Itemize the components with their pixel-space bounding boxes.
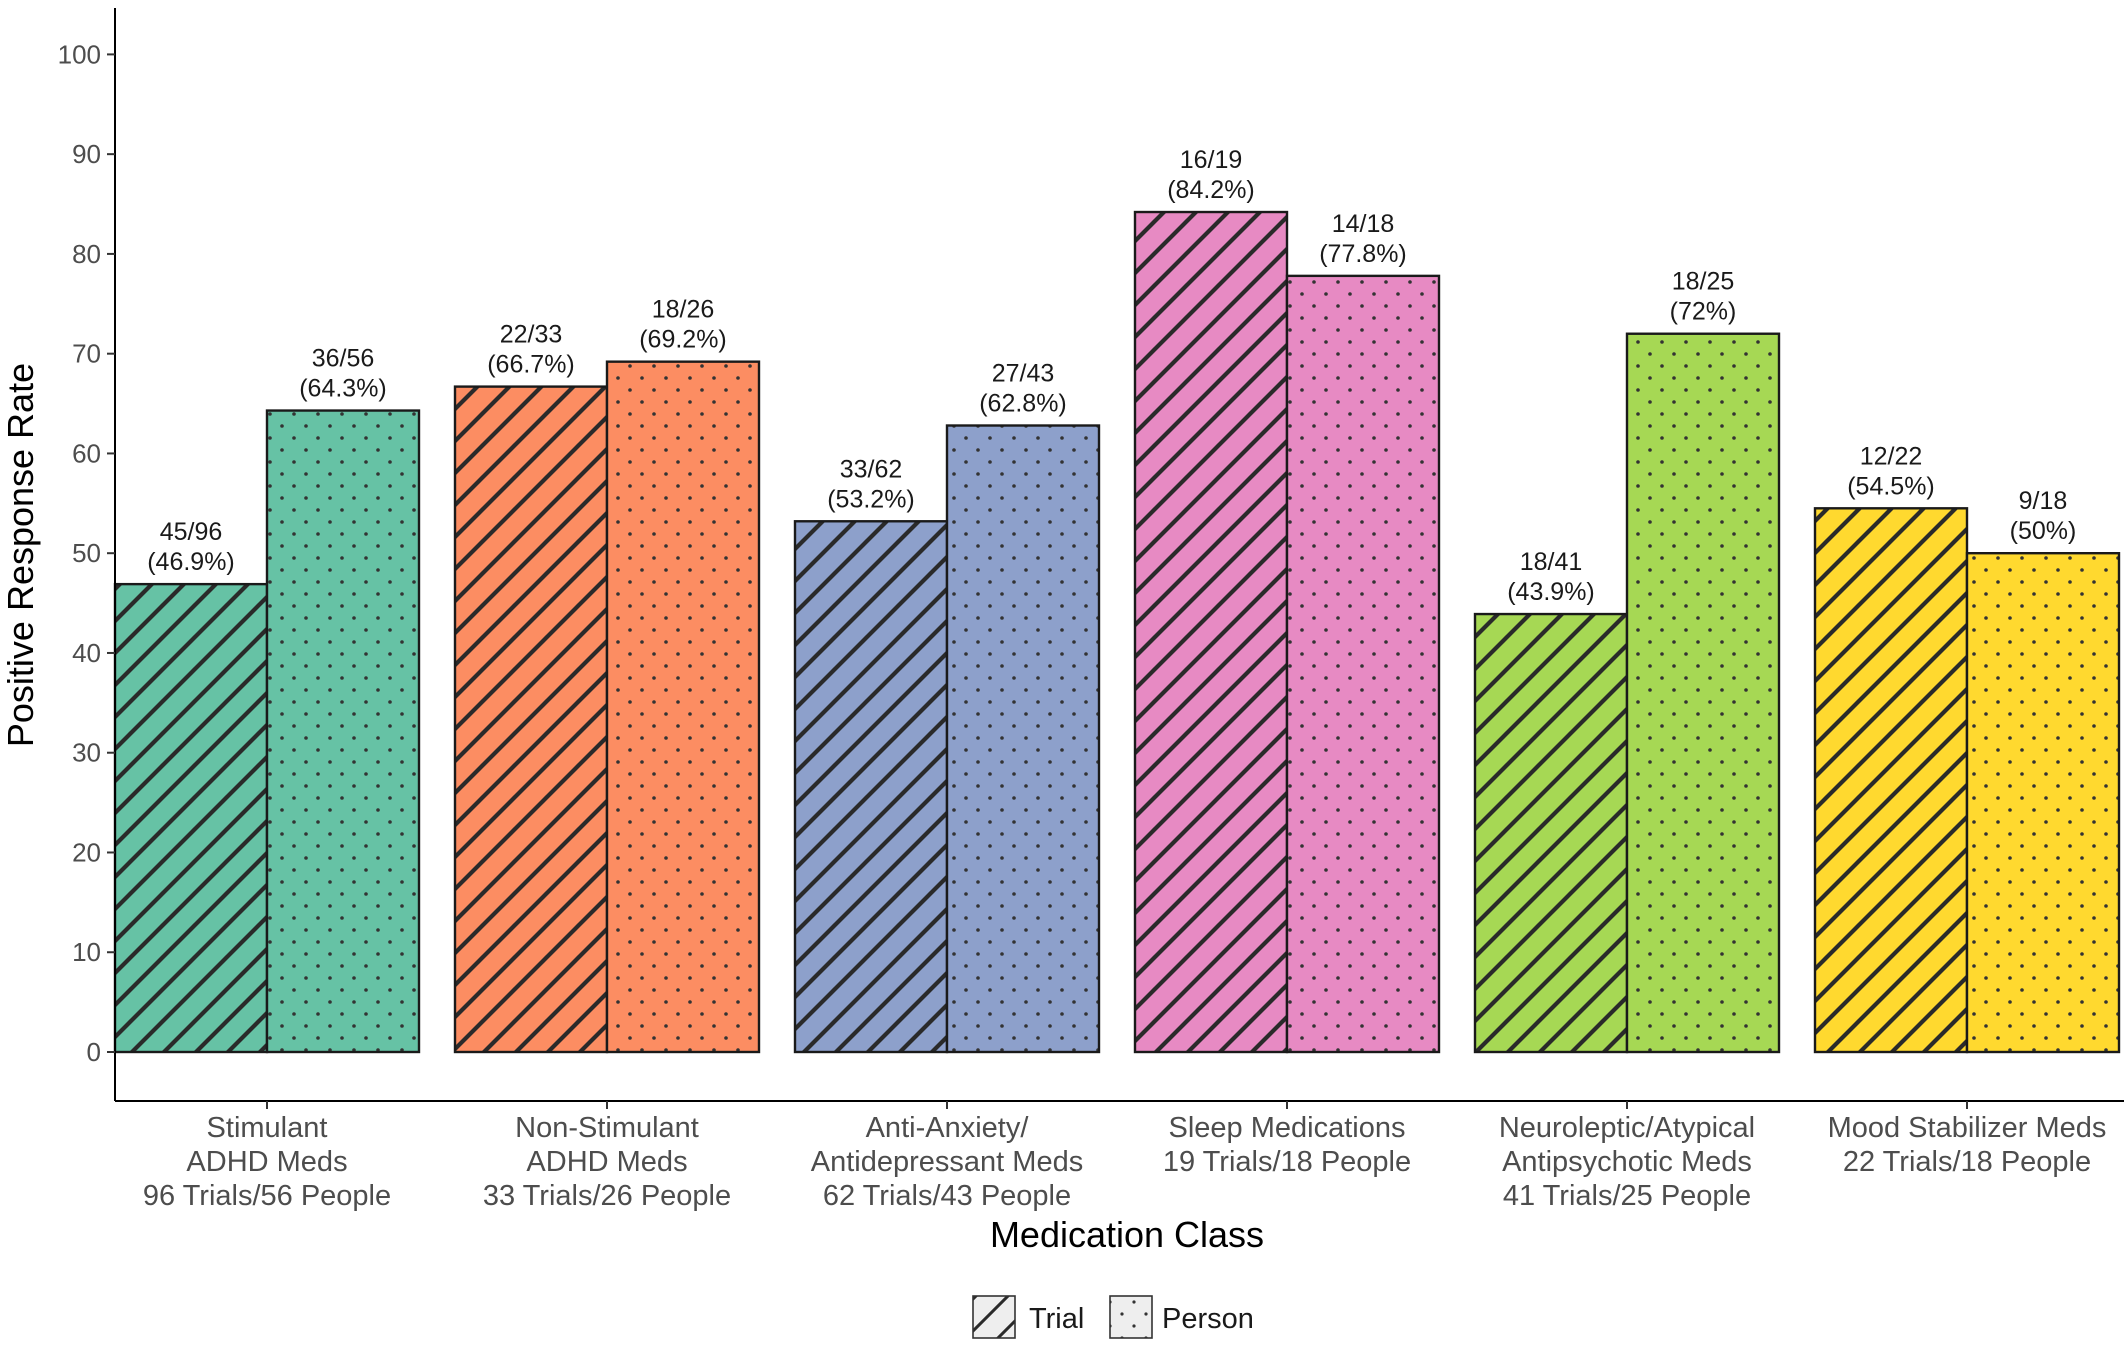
bars-layer <box>113 210 2121 1054</box>
bar-trial-5 <box>1813 507 1969 1054</box>
data-label-trial-4-0: 18/41 <box>1520 548 1583 576</box>
y-tick-label-20: 20 <box>72 837 101 867</box>
data-label-trial-4-1: (43.9%) <box>1507 578 1595 606</box>
data-label-person-1-1: (69.2%) <box>639 326 727 354</box>
category-label-5-0: Mood Stabilizer Meds <box>1828 1112 2107 1144</box>
data-label-trial-2-0: 33/62 <box>840 455 903 483</box>
bar-person-3 <box>1285 274 1441 1054</box>
category-label-4-2: 41 Trials/25 People <box>1503 1180 1751 1212</box>
y-tick-label-90: 90 <box>72 139 101 169</box>
y-tick-label-40: 40 <box>72 638 101 668</box>
data-label-person-1-0: 18/26 <box>652 296 715 324</box>
data-label-trial-5-1: (54.5%) <box>1847 472 1935 500</box>
bar-person-5 <box>1965 552 2121 1054</box>
data-label-person-3-1: (77.8%) <box>1319 240 1407 268</box>
category-label-2-0: Anti-Anxiety/ <box>866 1112 1030 1144</box>
category-label-0-2: 96 Trials/56 People <box>143 1180 391 1212</box>
category-label-0-0: Stimulant <box>207 1112 328 1144</box>
bar-person-4 <box>1625 332 1781 1054</box>
category-label-2-2: 62 Trials/43 People <box>823 1180 1071 1212</box>
legend-key-trial <box>972 1295 1016 1339</box>
bar-trial-4 <box>1473 612 1629 1054</box>
legend-label-trial: Trial <box>1029 1303 1084 1335</box>
data-label-trial-2-1: (53.2%) <box>827 485 915 513</box>
data-label-trial-1-1: (66.7%) <box>487 351 575 379</box>
data-label-trial-5-0: 12/22 <box>1860 442 1923 470</box>
y-tick-label-100: 100 <box>58 39 101 69</box>
category-label-5-1: 22 Trials/18 People <box>1843 1146 2091 1178</box>
data-label-person-0-1: (64.3%) <box>299 375 387 403</box>
category-label-0-1: ADHD Meds <box>186 1146 347 1178</box>
data-label-trial-3-1: (84.2%) <box>1167 176 1255 204</box>
data-label-trial-0-0: 45/96 <box>160 518 223 546</box>
data-label-person-3-0: 14/18 <box>1332 210 1395 238</box>
bar-trial-2 <box>793 520 949 1054</box>
y-tick-label-50: 50 <box>72 538 101 568</box>
category-label-1-1: ADHD Meds <box>526 1146 687 1178</box>
y-tick-label-30: 30 <box>72 738 101 768</box>
category-label-4-1: Antipsychotic Meds <box>1502 1146 1752 1178</box>
data-label-trial-0-1: (46.9%) <box>147 548 235 576</box>
category-label-4-0: Neuroleptic/Atypical <box>1499 1112 1755 1144</box>
axes-layer: 0 10 20 30 40 50 60 70 80 90 100 <box>58 8 2124 1109</box>
data-label-trial-1-0: 22/33 <box>500 321 563 349</box>
y-tick-label-10: 10 <box>72 937 101 967</box>
x-axis-title: Medication Class <box>990 1214 1264 1255</box>
data-label-trial-3-0: 16/19 <box>1180 146 1243 174</box>
legend-key-person <box>1109 1295 1153 1339</box>
data-label-person-2-0: 27/43 <box>992 360 1055 388</box>
bar-person-0 <box>265 409 421 1054</box>
legend: Trial Person <box>972 1295 1254 1339</box>
bar-trial-3 <box>1133 210 1289 1054</box>
data-label-person-0-0: 36/56 <box>312 345 375 373</box>
bar-trial-0 <box>113 582 269 1054</box>
y-axis-title: Positive Response Rate <box>0 363 41 747</box>
data-label-person-4-0: 18/25 <box>1672 268 1735 296</box>
y-tick-label-60: 60 <box>72 438 101 468</box>
category-label-3-1: 19 Trials/18 People <box>1163 1146 1411 1178</box>
bar-person-2 <box>945 424 1101 1054</box>
data-label-person-2-1: (62.8%) <box>979 390 1067 418</box>
category-label-1-2: 33 Trials/26 People <box>483 1180 731 1212</box>
category-label-3-0: Sleep Medications <box>1169 1112 1406 1144</box>
category-label-1-0: Non-Stimulant <box>515 1112 699 1144</box>
bar-trial-1 <box>453 385 609 1054</box>
bar-labels-layer: 45/96(46.9%) 22/33(66.7%) 33/62(53.2%) 16/1… <box>147 146 2076 606</box>
legend-label-person: Person <box>1162 1303 1254 1335</box>
data-label-person-4-1: (72%) <box>1670 298 1737 326</box>
bar-person-1 <box>605 360 761 1054</box>
y-tick-label-0: 0 <box>87 1037 101 1067</box>
data-label-person-5-0: 9/18 <box>2019 487 2068 515</box>
data-label-person-5-1: (50%) <box>2010 517 2077 545</box>
y-tick-label-70: 70 <box>72 339 101 369</box>
category-label-2-1: Antidepressant Meds <box>811 1146 1083 1178</box>
y-tick-label-80: 80 <box>72 239 101 269</box>
